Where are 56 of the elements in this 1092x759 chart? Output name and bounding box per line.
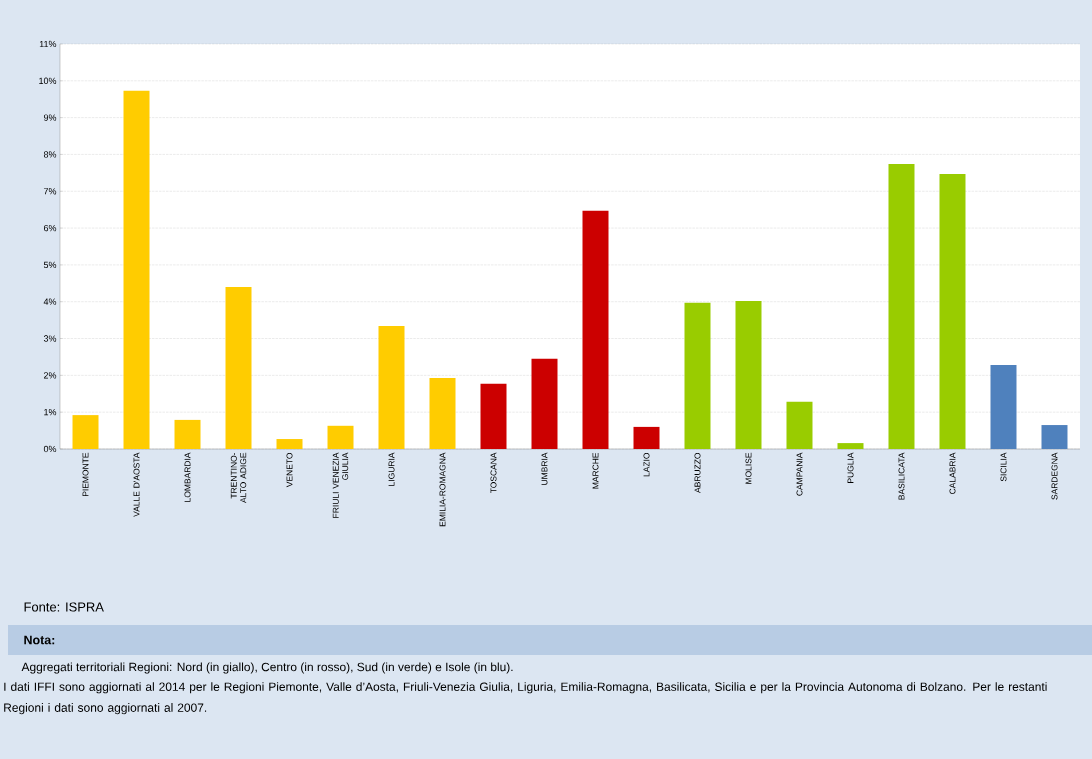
bar: [225, 286, 252, 449]
x-tick-label: SARDEGNA: [1051, 452, 1058, 500]
x-tick-label: EMILIA-ROMAGNA: [439, 452, 446, 527]
bar: [582, 210, 609, 449]
text: Aggregati territoriali Regioni: Nord (in giallo), Centro (in rosso), Sud (in verde) e Isole (in blu).: [21, 662, 513, 674]
y-tick-label: 0%: [43, 445, 57, 453]
y-tick-label: 10%: [39, 77, 57, 84]
x-tick-label: CALABRIA: [949, 452, 956, 494]
bar: [633, 426, 660, 449]
bar: [1041, 425, 1068, 449]
bar: [429, 377, 456, 449]
text: I dati IFFI sono aggiornati al 2014 per le Regioni Piemonte, Valle d’Aosta, Friuli-Venezia Giulia, Liguria, Emilia-Romagna, Basilicata, Sicilia e per la Provincia Autonoma di Bolzano. Per le restanti Regioni i dati sono aggiornati al 2007.: [4, 682, 1047, 715]
x-tick-label: CAMPANIA: [796, 452, 803, 496]
y-tick-label: 11%: [39, 40, 57, 48]
x-tick-label: MARCHE: [592, 452, 599, 489]
bar: [735, 300, 762, 449]
y-tick-label: 5%: [43, 261, 57, 269]
bar: [378, 326, 405, 449]
y-tick-label: 3%: [43, 335, 57, 342]
bar: [837, 443, 864, 449]
bar: [72, 415, 99, 449]
y-tick-label: 8%: [43, 151, 57, 158]
x-tick-label: ABRUZZO: [694, 452, 701, 493]
text: Nota:: [24, 635, 55, 645]
bar: [990, 365, 1017, 449]
y-tick-label: 6%: [43, 224, 57, 232]
x-tick-label: TOSCANA: [490, 452, 497, 494]
y-tick-label: 1%: [44, 409, 57, 416]
bar: [888, 164, 915, 449]
x-tick-label: BASILICATA: [898, 452, 905, 500]
bar: [174, 419, 201, 449]
bar: [684, 302, 711, 449]
x-tick-label: SICILIA: [1000, 452, 1007, 482]
bar: [531, 358, 558, 449]
bar: [327, 425, 354, 449]
bar: [276, 439, 303, 449]
bar: [123, 90, 150, 449]
bar: [480, 383, 507, 449]
source-note: Fonte: ISPRA: [24, 602, 104, 612]
x-tick-label: LOMBARDIA: [184, 452, 191, 502]
x-tick-label: PIEMONTE: [82, 452, 89, 497]
x-tick-label: UMBRIA: [541, 452, 548, 485]
x-tick-label: PUGLIA: [847, 452, 854, 483]
y-tick-label: 2%: [43, 372, 57, 379]
x-tick-label: MOLISE: [745, 452, 752, 484]
y-tick-label: 9%: [43, 114, 57, 121]
bar: [786, 401, 813, 449]
x-tick-label: VALLE D'AOSTA: [133, 452, 140, 517]
x-tick-label: LAZIO: [643, 452, 650, 477]
x-tick-label: VENETO: [286, 452, 293, 488]
y-tick-label: 4%: [43, 298, 57, 305]
x-tick-label: FRIULI VENEZIA GIULIA: [332, 452, 349, 518]
y-tick-label: 7%: [43, 188, 57, 195]
bar: [939, 173, 966, 449]
x-tick-label: TRENTINO-ALTO ADIGE: [230, 452, 247, 503]
x-tick-label: LIGURIA: [388, 452, 395, 486]
